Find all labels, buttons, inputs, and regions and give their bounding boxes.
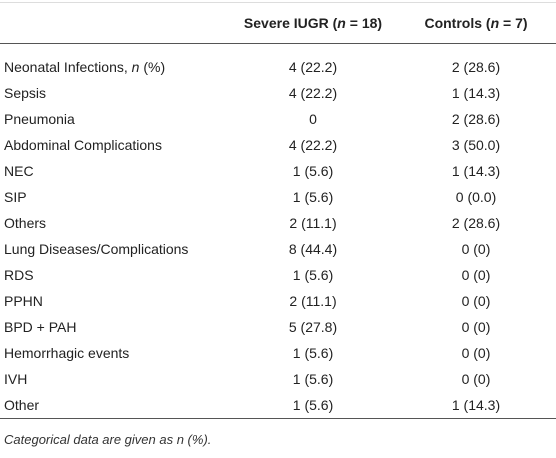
table-cell: Lung Diseases/Complications bbox=[4, 241, 189, 257]
table-cell: RDS bbox=[4, 267, 34, 283]
footnote: Categorical data are given as n (%). bbox=[4, 432, 212, 447]
table-row: PPHN 2 (11.1) 0 (0) bbox=[0, 288, 556, 314]
table-cell: 1 (5.6) bbox=[292, 345, 334, 361]
table-cell: Neonatal Infections, n (%) bbox=[0, 59, 230, 75]
table-row: Pneumonia 0 2 (28.6) bbox=[0, 106, 556, 132]
table-row: Sepsis 4 (22.2) 1 (14.3) bbox=[0, 80, 556, 106]
cell-text-part: n bbox=[131, 59, 140, 75]
table-cell: 1 (14.3) bbox=[451, 397, 501, 413]
table-cell: 1 (5.6) bbox=[292, 163, 334, 179]
table-cell: 5 (27.8) bbox=[288, 319, 338, 335]
table-cell: 1 (14.3) bbox=[451, 163, 501, 179]
table-cell: Abdominal Complications bbox=[4, 137, 162, 153]
table-row: Abdominal Complications 4 (22.2) 3 (50.0) bbox=[0, 132, 556, 158]
table-row: NEC 1 (5.6) 1 (14.3) bbox=[0, 158, 556, 184]
header-row: Severe IUGR (n = 18) Controls (n = 7) bbox=[0, 2, 556, 44]
table-cell: 1 (5.6) bbox=[292, 267, 334, 283]
table-cell: 0 (0) bbox=[461, 319, 491, 335]
table-cell: SIP bbox=[4, 189, 27, 205]
table-cell: 3 (50.0) bbox=[451, 137, 501, 153]
bottom-rule bbox=[0, 418, 556, 419]
table-cell: 0 (0) bbox=[461, 241, 491, 257]
table-row: Neonatal Infections, n (%) 4 (22.2) 2 (28.… bbox=[0, 54, 556, 80]
table-cell: Other bbox=[4, 397, 40, 413]
table-cell: 1 (14.3) bbox=[451, 85, 501, 101]
table-row: Hemorrhagic events 1 (5.6) 0 (0) bbox=[0, 340, 556, 366]
table-cell: 0 bbox=[309, 111, 317, 127]
table-cell: 0 (0) bbox=[461, 371, 491, 387]
table-row: BPD + PAH 5 (27.8) 0 (0) bbox=[0, 314, 556, 340]
table-row: RDS 1 (5.6) 0 (0) bbox=[0, 262, 556, 288]
cell-text-part: = 7) bbox=[499, 15, 528, 31]
table-cell: 0 (0.0) bbox=[455, 189, 497, 205]
table-cell: 0 (0) bbox=[461, 293, 491, 309]
cell-text-part: n bbox=[490, 15, 500, 31]
table-cell: 1 (5.6) bbox=[292, 397, 334, 413]
table-cell: 4 (22.2) bbox=[288, 85, 338, 101]
table-row: Lung Diseases/Complications 8 (44.4) 0 (0) bbox=[0, 236, 556, 262]
table-cell: 0 (0) bbox=[461, 267, 491, 283]
header-cell: Controls (n = 7) bbox=[396, 15, 556, 31]
table-cell: 4 (22.2) bbox=[288, 137, 338, 153]
table-cell: 8 (44.4) bbox=[288, 241, 338, 257]
table-row: IVH 1 (5.6) 0 (0) bbox=[0, 366, 556, 392]
cell-text-part: (%) bbox=[139, 59, 166, 75]
cell-text-part: = 18) bbox=[345, 15, 383, 31]
table-row: SIP 1 (5.6) 0 (0.0) bbox=[0, 184, 556, 210]
table-cell: 2 (28.6) bbox=[451, 111, 501, 127]
table-cell: 2 (28.6) bbox=[451, 59, 501, 75]
table-cell: Others bbox=[4, 215, 47, 231]
cell-text-part: Neonatal Infections, bbox=[4, 59, 132, 75]
table-cell: NEC bbox=[4, 163, 34, 179]
table-cell: Pneumonia bbox=[4, 111, 75, 127]
table-row: Others 2 (11.1) 2 (28.6) bbox=[0, 210, 556, 236]
table-cell: Hemorrhagic events bbox=[4, 345, 130, 361]
table-cell: 4 (22.2) bbox=[288, 59, 338, 75]
header-cell: Severe IUGR (n = 18) bbox=[230, 15, 396, 31]
table-cell: BPD + PAH bbox=[4, 319, 77, 335]
table-cell: 1 (5.6) bbox=[292, 371, 334, 387]
table-cell: Sepsis bbox=[4, 85, 47, 101]
table-cell: IVH bbox=[4, 371, 28, 387]
table-row: Other 1 (5.6) 1 (14.3) bbox=[0, 392, 556, 418]
cell-text-part: Controls ( bbox=[424, 15, 491, 31]
cell-text-part: n bbox=[337, 15, 346, 31]
table-cell: 1 (5.6) bbox=[292, 189, 334, 205]
table-cell: 0 (0) bbox=[461, 345, 491, 361]
table-cell: PPHN bbox=[4, 293, 43, 309]
table-cell: 2 (28.6) bbox=[451, 215, 501, 231]
table-cell: 2 (11.1) bbox=[289, 293, 337, 309]
table-cell: 2 (11.1) bbox=[289, 215, 337, 231]
cell-text-part: Severe IUGR ( bbox=[243, 15, 338, 31]
